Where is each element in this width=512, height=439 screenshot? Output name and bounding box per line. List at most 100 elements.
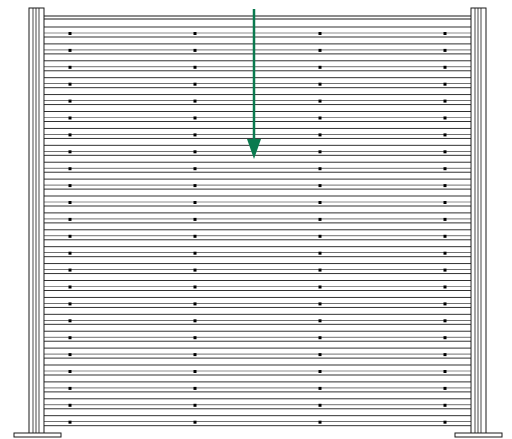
top-rail: [44, 15, 471, 20]
screw-mark: [193, 420, 197, 424]
screw-mark: [68, 302, 72, 306]
screw-mark: [443, 403, 447, 407]
screw-mark: [193, 386, 197, 390]
screw-mark: [443, 150, 447, 154]
screw-mark: [193, 336, 197, 340]
screw-mark: [193, 150, 197, 154]
screw-mark: [318, 150, 322, 154]
screw-mark: [68, 386, 72, 390]
slat: [43, 178, 472, 190]
screw-mark: [193, 116, 197, 120]
screw-mark: [193, 403, 197, 407]
screw-mark: [193, 319, 197, 323]
screw-mark: [193, 167, 197, 171]
screw-mark: [68, 285, 72, 289]
screw-mark: [443, 48, 447, 52]
screw-mark: [193, 251, 197, 255]
slat: [43, 77, 472, 89]
slat: [43, 347, 472, 359]
slat: [43, 381, 472, 393]
slat: [43, 195, 472, 207]
screw-mark: [318, 116, 322, 120]
screw-mark: [318, 32, 322, 35]
screw-mark: [68, 99, 72, 103]
screw-mark: [318, 48, 322, 52]
right-post: [470, 7, 487, 435]
screw-mark: [443, 217, 447, 221]
screw-mark: [443, 370, 447, 373]
screw-mark: [68, 403, 72, 407]
screw-mark: [193, 201, 197, 204]
screw-mark: [443, 319, 447, 323]
screw-mark: [193, 65, 197, 69]
screw-mark: [193, 133, 197, 137]
screw-mark: [68, 234, 72, 238]
screw-mark: [68, 133, 72, 137]
screw-mark: [68, 268, 72, 272]
slat: [43, 263, 472, 275]
screw-mark: [318, 420, 322, 424]
screw-mark: [318, 217, 322, 221]
screw-mark: [193, 184, 197, 188]
screw-mark: [68, 370, 72, 373]
slat: [43, 161, 472, 173]
screw-mark: [443, 184, 447, 188]
slat: [43, 26, 472, 38]
screw-mark: [68, 167, 72, 171]
screw-mark: [193, 302, 197, 306]
screw-mark: [193, 32, 197, 35]
slat: [43, 398, 472, 410]
slat: [43, 127, 472, 139]
screw-mark: [68, 48, 72, 52]
slats-group: [43, 26, 472, 427]
screw-mark: [443, 234, 447, 238]
slat: [43, 313, 472, 325]
screw-mark: [443, 116, 447, 120]
screw-mark: [193, 99, 197, 103]
screw-mark: [443, 386, 447, 390]
screw-mark: [318, 201, 322, 204]
screw-mark: [443, 285, 447, 289]
slat: [43, 60, 472, 72]
screw-mark: [68, 65, 72, 69]
slat: [43, 229, 472, 241]
screw-mark: [443, 65, 447, 69]
screw-mark: [318, 319, 322, 323]
screw-mark: [68, 82, 72, 86]
screw-mark: [318, 353, 322, 357]
screw-mark: [443, 82, 447, 86]
screw-mark: [318, 302, 322, 306]
left-base-plate: [13, 432, 62, 438]
slat: [43, 415, 472, 427]
screw-mark: [443, 133, 447, 137]
screw-mark: [318, 65, 322, 69]
screw-mark: [193, 268, 197, 272]
left-post: [28, 7, 45, 435]
screw-mark: [443, 167, 447, 171]
right-base-plate: [454, 432, 503, 438]
screw-mark: [318, 285, 322, 289]
screw-mark: [68, 32, 72, 35]
slat: [43, 246, 472, 258]
screw-mark: [318, 99, 322, 103]
slat: [43, 43, 472, 55]
down-arrow-icon: [247, 9, 261, 159]
screw-mark: [318, 336, 322, 340]
slat: [43, 364, 472, 376]
screw-mark: [318, 268, 322, 272]
screw-mark: [193, 353, 197, 357]
screw-mark: [318, 403, 322, 407]
slat: [43, 330, 472, 342]
screw-mark: [68, 201, 72, 204]
screw-mark: [193, 285, 197, 289]
slat: [43, 111, 472, 122]
slat: [43, 296, 472, 308]
screw-mark: [318, 386, 322, 390]
slat: [43, 280, 472, 291]
screw-mark: [443, 336, 447, 340]
screw-mark: [443, 251, 447, 255]
screw-mark: [68, 420, 72, 424]
screw-mark: [443, 99, 447, 103]
screw-mark: [193, 234, 197, 238]
